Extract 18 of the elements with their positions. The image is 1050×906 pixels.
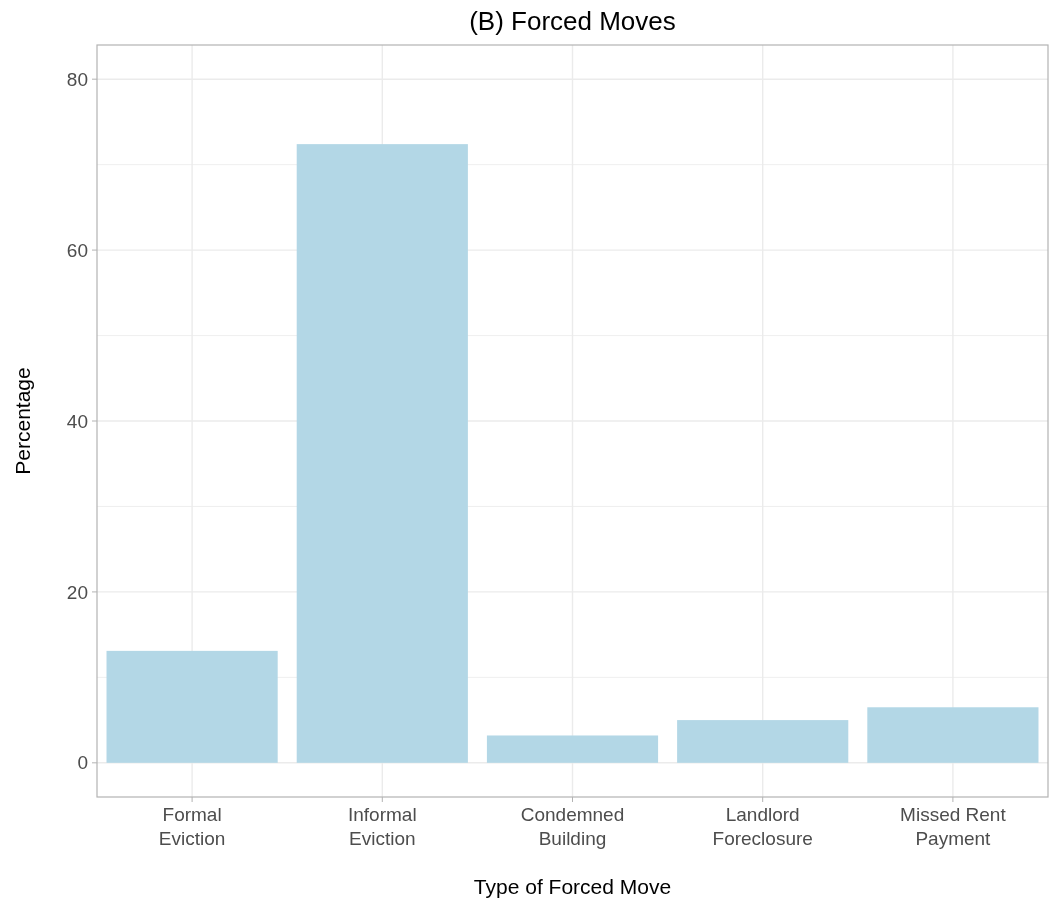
chart-title: (B) Forced Moves [469, 6, 676, 36]
x-tick-label: Landlord Foreclosure [712, 804, 813, 849]
y-tick-label: 40 [66, 410, 88, 432]
x-tick-label: Missed Rent Payment [900, 804, 1007, 849]
bar [677, 720, 849, 763]
bar [486, 735, 659, 763]
x-tick-label: Formal Eviction [158, 804, 226, 849]
x-tick-label: Condemned Building [520, 804, 625, 849]
bar [867, 707, 1039, 763]
x-axis-title: Type of Forced Move [473, 875, 672, 898]
y-tick-label: 20 [66, 581, 88, 603]
y-axis-title: Percentage [11, 367, 34, 475]
y-tick-label: 60 [66, 239, 88, 261]
bar [106, 650, 278, 763]
bar [296, 144, 468, 763]
y-tick-label: 80 [66, 68, 88, 90]
x-tick-label: Informal Eviction [347, 804, 417, 849]
y-tick-label: 0 [77, 752, 88, 774]
